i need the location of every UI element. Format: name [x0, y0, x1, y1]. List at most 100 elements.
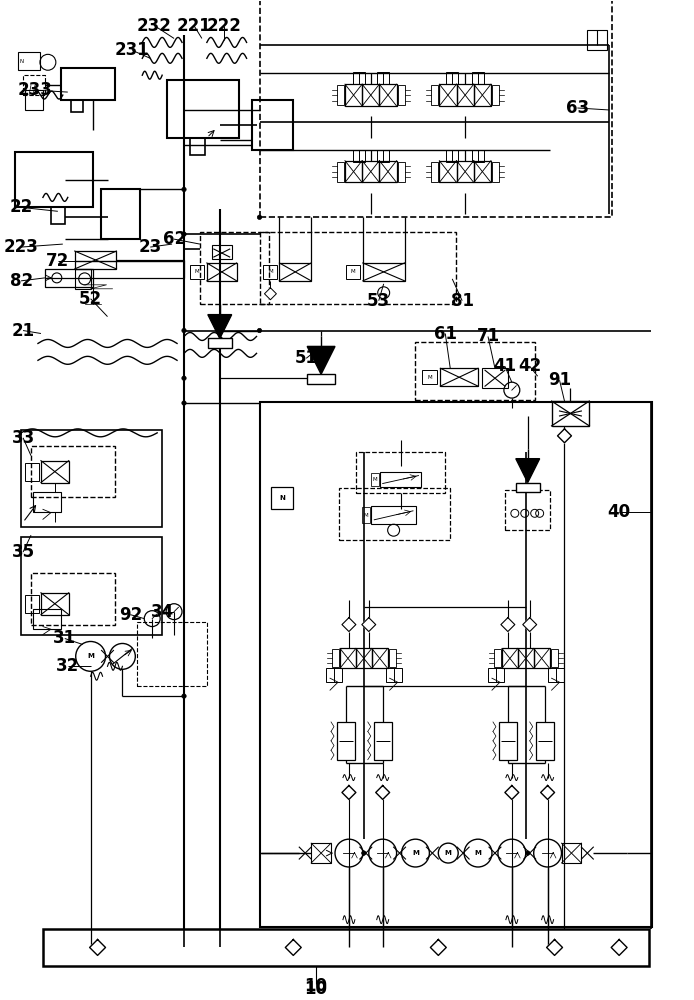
- Bar: [380, 472, 421, 487]
- Bar: [371, 473, 379, 486]
- Circle shape: [362, 851, 366, 855]
- Bar: [31, 446, 115, 497]
- Bar: [362, 507, 371, 523]
- Text: 42: 42: [518, 357, 541, 375]
- Circle shape: [525, 851, 530, 855]
- Bar: [260, 402, 652, 927]
- Polygon shape: [501, 618, 515, 632]
- Bar: [31, 573, 115, 625]
- Bar: [536, 722, 554, 760]
- Text: 222: 222: [206, 17, 242, 35]
- Bar: [23, 75, 45, 95]
- Bar: [332, 649, 339, 667]
- Text: 232: 232: [137, 17, 171, 35]
- Text: 221: 221: [176, 17, 211, 35]
- Bar: [264, 265, 278, 279]
- Bar: [474, 161, 491, 182]
- Text: 33: 33: [11, 429, 35, 447]
- Circle shape: [182, 187, 186, 192]
- Text: 53: 53: [367, 292, 390, 310]
- Bar: [416, 342, 534, 400]
- Text: 223: 223: [3, 238, 38, 256]
- Polygon shape: [307, 346, 335, 374]
- Text: 72: 72: [46, 252, 69, 270]
- Bar: [488, 668, 504, 682]
- Bar: [398, 85, 405, 105]
- Polygon shape: [557, 429, 571, 443]
- Polygon shape: [611, 940, 627, 955]
- Bar: [550, 649, 557, 667]
- Text: M: M: [412, 850, 419, 856]
- Bar: [371, 506, 416, 524]
- Bar: [167, 80, 239, 138]
- Text: 61: 61: [434, 325, 457, 343]
- Bar: [561, 843, 582, 863]
- Bar: [377, 150, 389, 162]
- Text: 82: 82: [10, 272, 33, 290]
- Bar: [212, 245, 232, 259]
- Text: M: M: [268, 269, 273, 274]
- Bar: [25, 595, 39, 613]
- Bar: [389, 649, 396, 667]
- Bar: [516, 483, 540, 492]
- Bar: [534, 648, 550, 668]
- Bar: [380, 84, 396, 106]
- Polygon shape: [362, 618, 375, 632]
- Text: M: M: [475, 850, 482, 856]
- Bar: [432, 85, 439, 105]
- Text: M: M: [364, 513, 369, 518]
- Bar: [21, 537, 162, 635]
- Bar: [71, 100, 83, 112]
- Bar: [337, 722, 355, 760]
- Text: 31: 31: [53, 629, 76, 647]
- Bar: [439, 84, 457, 106]
- Text: M: M: [373, 477, 377, 482]
- Bar: [440, 368, 478, 386]
- Bar: [398, 162, 405, 182]
- Bar: [499, 722, 517, 760]
- Bar: [353, 150, 365, 162]
- Bar: [25, 90, 43, 110]
- Text: 22: 22: [10, 198, 33, 216]
- Text: M: M: [427, 375, 432, 380]
- Bar: [502, 648, 518, 668]
- Circle shape: [218, 328, 222, 333]
- Bar: [340, 648, 356, 668]
- Text: M: M: [350, 269, 355, 274]
- Bar: [271, 487, 294, 509]
- Bar: [41, 593, 69, 615]
- Bar: [251, 100, 294, 150]
- Text: M: M: [445, 850, 452, 856]
- Text: 32: 32: [56, 657, 79, 675]
- Circle shape: [182, 328, 186, 333]
- Bar: [337, 162, 344, 182]
- Text: 71: 71: [477, 327, 500, 345]
- Text: 21: 21: [12, 322, 35, 340]
- Text: M: M: [194, 269, 199, 274]
- Bar: [51, 207, 65, 224]
- Bar: [61, 68, 115, 100]
- Text: 62: 62: [162, 230, 185, 248]
- Circle shape: [257, 328, 262, 333]
- Text: 10: 10: [305, 977, 328, 995]
- Polygon shape: [505, 786, 519, 799]
- Polygon shape: [541, 786, 555, 799]
- Polygon shape: [342, 618, 356, 632]
- Text: 41: 41: [493, 357, 516, 375]
- Text: 35: 35: [12, 543, 35, 561]
- Bar: [494, 649, 501, 667]
- Bar: [492, 85, 499, 105]
- Text: 92: 92: [119, 606, 142, 624]
- Bar: [311, 843, 331, 863]
- Bar: [208, 338, 232, 348]
- Bar: [25, 463, 39, 481]
- Text: 63: 63: [566, 99, 589, 117]
- Bar: [492, 162, 499, 182]
- Polygon shape: [523, 618, 536, 632]
- Text: 10: 10: [305, 980, 328, 998]
- Bar: [587, 30, 607, 50]
- Text: 40: 40: [607, 503, 631, 521]
- Circle shape: [182, 401, 186, 405]
- Bar: [472, 72, 484, 84]
- Bar: [472, 150, 484, 162]
